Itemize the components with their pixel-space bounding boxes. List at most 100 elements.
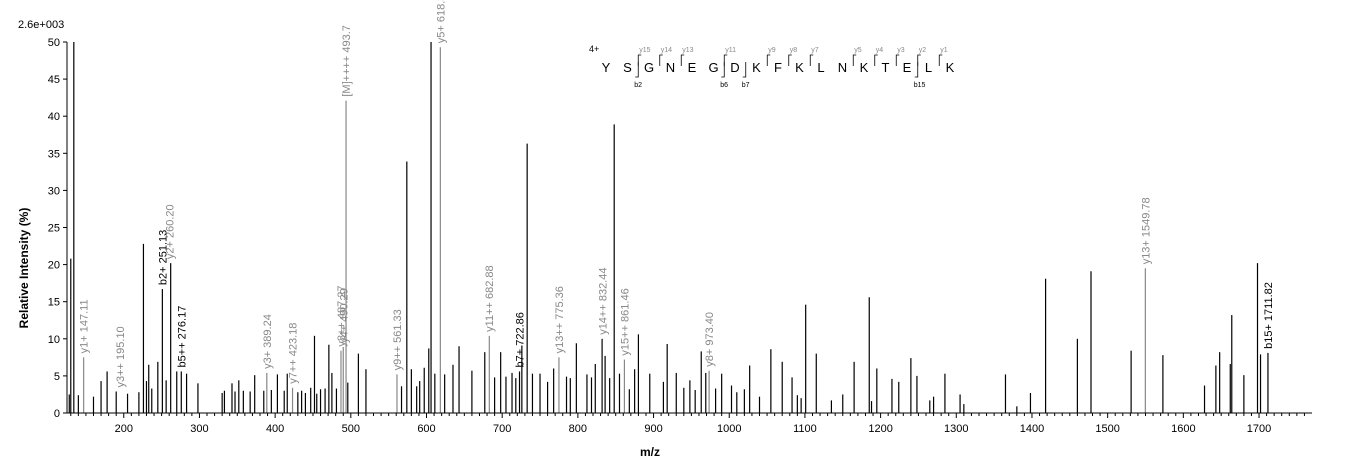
residue: L: [925, 60, 932, 75]
y-tick-label: 20: [48, 260, 60, 272]
x-tick-label: 1500: [1095, 423, 1119, 435]
x-tick-label: 1600: [1171, 423, 1195, 435]
peak-label: b7+ 722.86: [514, 312, 526, 367]
x-tick-label: 1300: [944, 423, 968, 435]
peak-label: y4+ 490.29: [338, 288, 350, 343]
residue: E: [688, 60, 697, 75]
peaks-layer: [68, 42, 1269, 413]
x-tick-label: 500: [342, 423, 360, 435]
y-ion-mark: y1: [940, 47, 948, 54]
x-tick-label: 1400: [1020, 423, 1044, 435]
peak-label: y7++ 423.18: [288, 323, 300, 384]
residue: F: [774, 60, 782, 75]
axes-layer: 0 5 10 15 20 25 30 35 40 45 50 200 300 400 500 600 700 80…: [48, 37, 1312, 435]
peak-label: y3++ 195.10: [115, 326, 127, 387]
peak-label: y8+ 973.40: [704, 312, 716, 367]
intensity-scale-label: 2.6e+003: [18, 19, 64, 31]
y-ion-bracket: [852, 54, 857, 66]
residue: K: [860, 60, 869, 75]
residue: K: [946, 60, 955, 75]
y-tick-label: 30: [48, 185, 60, 197]
y-ion-bracket: [938, 54, 943, 66]
y-ion-bracket: [723, 54, 728, 66]
x-tick-label: 300: [190, 423, 208, 435]
y-tick-label: 50: [48, 37, 60, 49]
y-ion-bracket: [659, 54, 663, 66]
peak-label: y9++ 561.33: [392, 309, 404, 370]
residue: G: [644, 60, 654, 75]
residue: K: [752, 60, 761, 75]
b-ion-bracket: [742, 62, 747, 78]
x-tick-label: 1700: [1247, 423, 1271, 435]
residue: E: [903, 60, 912, 75]
y-ion-bracket: [788, 54, 792, 66]
residue: N: [838, 60, 847, 75]
y-tick-label: 15: [48, 297, 60, 309]
y-tick-label: 45: [48, 74, 60, 86]
x-tick-label: 800: [569, 423, 587, 435]
x-tick-label: 1000: [717, 423, 741, 435]
y-ion-mark: y13: [682, 47, 693, 54]
peak-label: y1+ 147.11: [79, 299, 91, 353]
b-ion-mark: b2: [634, 82, 642, 89]
y-tick-label: 35: [48, 148, 60, 160]
y-ion-bracket: [917, 54, 921, 66]
peak-label: y13++ 775.36: [554, 286, 566, 353]
x-tick-label: 1100: [793, 423, 817, 435]
peak-label: y5+ 618.3: [435, 0, 447, 43]
residue: S: [623, 60, 632, 75]
peak-label: b2+ 251.13: [157, 230, 169, 285]
residue: Y: [602, 60, 611, 75]
y-ion-mark: y2: [919, 47, 927, 54]
y-ion-bracket: [680, 54, 685, 66]
x-tick-label: 600: [417, 423, 435, 435]
peak-label: y11++ 682.88: [484, 265, 496, 331]
y-ion-mark: y14: [661, 47, 672, 54]
peak-label: y15++ 861.46: [619, 288, 631, 355]
peak-label: b15+ 1711.82: [1263, 282, 1275, 349]
peak-label: y8++ 487.27: [336, 286, 348, 347]
y-ion-mark: y8: [790, 47, 798, 54]
b-ion-mark: b7: [742, 82, 750, 89]
x-tick-label: 200: [115, 423, 133, 435]
residue: G: [708, 60, 718, 75]
y-ion-bracket: [874, 54, 878, 66]
x-tick-label: 1200: [868, 423, 892, 435]
peak-label: y14++ 832.44: [597, 268, 609, 335]
peak-label: [M]++++ 493.7: [341, 25, 353, 97]
x-tick-label: 900: [644, 423, 662, 435]
residue: N: [666, 60, 675, 75]
y-ion-mark: y9: [768, 47, 776, 54]
y-ion-mark: y4: [876, 47, 884, 54]
y-ion-bracket: [895, 54, 900, 66]
residue: T: [882, 60, 890, 75]
y-ion-mark: y11: [725, 47, 736, 54]
y-tick-label: 5: [54, 371, 60, 383]
y-ion-bracket: [766, 54, 771, 66]
peak-label: y2+ 260.20: [164, 204, 176, 259]
residue: D: [730, 60, 739, 75]
peak-label: y3+ 389.24: [262, 314, 274, 369]
y-ion-mark: y5: [854, 47, 862, 54]
y-ion-bracket: [637, 54, 642, 66]
residue: L: [817, 60, 824, 75]
b-ion-mark: b15: [914, 82, 926, 89]
y-ion-mark: y3: [897, 47, 905, 54]
y-ion-bracket: [809, 54, 814, 66]
x-tick-label: 400: [266, 423, 284, 435]
b-ion-bracket: [635, 62, 639, 78]
y-ion-mark: y15: [639, 47, 650, 54]
y-ion-mark: y7: [811, 47, 819, 54]
y-tick-label: 25: [48, 223, 60, 235]
y-tick-label: 40: [48, 111, 60, 123]
residue: K: [795, 60, 804, 75]
y-axis-title: Relative Intensity (%): [17, 208, 31, 329]
y-tick-label: 0: [54, 408, 60, 420]
peak-label: b5++ 276.17: [176, 306, 188, 368]
x-axis-title: m/z: [640, 445, 660, 459]
b-ion-mark: b6: [720, 82, 728, 89]
b-ion-bracket: [914, 62, 919, 78]
